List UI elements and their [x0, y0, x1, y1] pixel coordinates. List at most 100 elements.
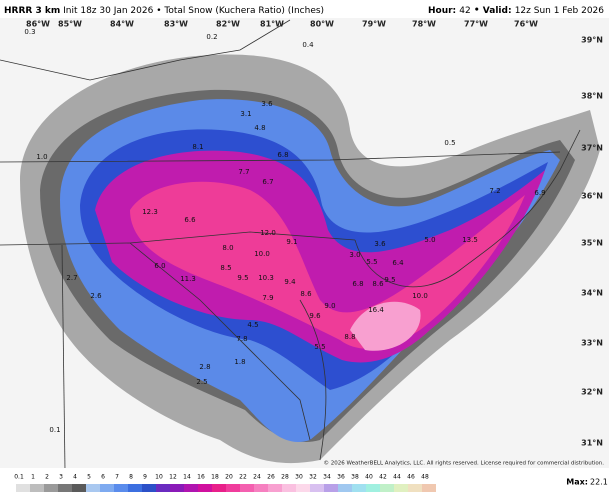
snow-amount: 9.4 — [284, 278, 296, 286]
colorbar-swatch — [128, 484, 142, 492]
longitude-label: 81°W — [260, 20, 284, 29]
latitude-label: 39°N — [581, 36, 603, 45]
coast — [299, 299, 327, 461]
state-border — [0, 151, 561, 163]
colorbar-label: 4 — [73, 474, 77, 481]
snow-amount: 13.5 — [462, 236, 478, 244]
colorbar-swatch — [58, 484, 72, 492]
colorbar-label: 44 — [393, 474, 401, 481]
snow-amount: 3.6 — [261, 100, 273, 108]
latitude-label: 38°N — [581, 92, 603, 101]
snow-amount: 1.8 — [234, 358, 245, 366]
snow-amount: 5.0 — [424, 236, 435, 244]
colorbar-label: 16 — [197, 474, 205, 481]
latitude-label: 32°N — [581, 388, 603, 397]
colorbar-swatch — [310, 484, 324, 492]
snow-amount: 10.3 — [258, 274, 274, 282]
colorbar-label: 36 — [337, 474, 345, 481]
colorbar-swatch — [282, 484, 296, 492]
colorbar-swatch — [114, 484, 128, 492]
snow-amount: 12.3 — [142, 208, 158, 216]
colorbar-swatch — [394, 484, 408, 492]
snow-amount: 6.0 — [154, 262, 165, 270]
state-border — [0, 231, 356, 246]
longitude-label: 84°W — [110, 20, 134, 29]
longitude-label: 86°W — [26, 20, 50, 29]
colorbar-swatch — [268, 484, 282, 492]
snow-amount: 8.5 — [220, 264, 231, 272]
colorbar-label: 6 — [101, 474, 105, 481]
state-border — [0, 19, 291, 81]
colorbar-label: 24 — [253, 474, 261, 481]
snow-amount: 3.6 — [374, 240, 386, 248]
snow-amount: 9.6 — [309, 312, 321, 320]
colorbar-label: 26 — [267, 474, 275, 481]
snow-pink — [130, 181, 525, 349]
snow-amount: 6.8 — [277, 151, 288, 159]
snow-amount: 4.8 — [254, 124, 265, 132]
snow-amount: 0.5 — [444, 139, 455, 147]
snow-amount: 7.9 — [262, 294, 273, 302]
colorbar-label: 14 — [183, 474, 191, 481]
footer-bar — [0, 468, 609, 499]
colorbar-swatch — [366, 484, 380, 492]
snow-amount: 6.8 — [352, 280, 363, 288]
snow-amount: 0.3 — [24, 28, 35, 36]
colorbar-swatch — [212, 484, 226, 492]
colorbar-swatch — [296, 484, 310, 492]
snow-amount: 11.3 — [180, 275, 196, 283]
colorbar-label: 2 — [45, 474, 49, 481]
colorbar-label: 42 — [379, 474, 387, 481]
colorbar-swatch — [408, 484, 422, 492]
snow-amount: 2.5 — [196, 378, 207, 386]
colorbar-label: 28 — [281, 474, 289, 481]
colorbar-swatch — [184, 484, 198, 492]
header-right: Hour: 42 • Valid: 12z Sun 1 Feb 2026 — [428, 6, 604, 16]
colorbar-label: 18 — [211, 474, 219, 481]
state-border — [129, 242, 311, 441]
snow-amount: 2.7 — [66, 274, 77, 282]
latitude-label: 36°N — [581, 192, 603, 201]
colorbar-label: 30 — [295, 474, 303, 481]
valid: 12z Sun 1 Feb 2026 — [515, 6, 605, 16]
colorbar-label: 32 — [309, 474, 317, 481]
colorbar-swatch — [44, 484, 58, 492]
colorbar-label: 7 — [115, 474, 119, 481]
colorbar-swatch — [198, 484, 212, 492]
colorbar-swatch — [170, 484, 184, 492]
snow-amount: 6.7 — [262, 178, 273, 186]
colorbar-label: 48 — [421, 474, 429, 481]
longitude-label: 78°W — [412, 20, 436, 29]
colorbar-label: 5 — [87, 474, 91, 481]
hour-label: Hour: — [428, 6, 456, 16]
colorbar-label: 3 — [59, 474, 63, 481]
longitude-label: 76°W — [514, 20, 538, 29]
snow-amount: 5.5 — [366, 258, 377, 266]
latitude-label: 37°N — [581, 144, 603, 153]
snow-amount: 10.0 — [254, 250, 270, 258]
latitude-label: 34°N — [581, 289, 603, 298]
max-label: Max: — [566, 478, 588, 487]
header-bar — [0, 0, 609, 18]
snow-amount: 9.1 — [286, 238, 297, 246]
colorbar-label: 0.1 — [14, 474, 24, 481]
snow-amount: 9.5 — [384, 276, 395, 284]
colorbar-label: 38 — [351, 474, 359, 481]
snow-amount: 8.1 — [192, 143, 203, 151]
snow-amount: 7.7 — [238, 168, 249, 176]
hour: 42 — [459, 6, 470, 16]
colorbar-label: 22 — [239, 474, 247, 481]
snow-amount: 4.5 — [247, 321, 258, 329]
colorbar-label: 9 — [143, 474, 147, 481]
snow-amount: 8.6 — [372, 280, 384, 288]
snow-amount: 5.5 — [314, 343, 325, 351]
snow-amount: 1.0 — [36, 153, 47, 161]
snow-amount: 0.2 — [206, 33, 217, 41]
max-value: 22.1 — [590, 478, 608, 487]
valid-label: Valid: — [483, 6, 512, 16]
colorbar-swatch — [30, 484, 44, 492]
colorbar-label: 46 — [407, 474, 415, 481]
colorbar-swatch — [100, 484, 114, 492]
longitude-label: 79°W — [362, 20, 386, 29]
longitude-label: 83°W — [164, 20, 188, 29]
